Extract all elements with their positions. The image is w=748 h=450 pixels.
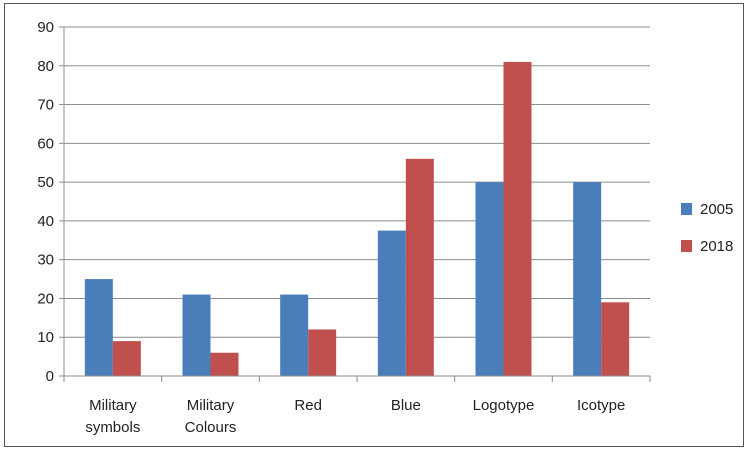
y-tick-label: 80 [37, 58, 54, 75]
bar-2018-military-colours [210, 352, 239, 376]
y-tick-label: 0 [46, 368, 54, 385]
bar-2018-military-symbols [112, 341, 141, 376]
chart-frame: 0 10 20 30 40 50 60 70 80 90 Military symbols Milit… [4, 3, 744, 447]
bar-2018-icotype [601, 302, 630, 376]
bars [84, 61, 630, 377]
y-tick-label: 10 [37, 329, 54, 346]
y-tick-label: 50 [37, 174, 54, 191]
category-label: Colours [185, 419, 237, 436]
y-tick-label: 60 [37, 135, 54, 152]
bar-2005-red [280, 294, 309, 376]
category-label: Logotype [473, 397, 535, 414]
bar-2018-red [308, 329, 337, 376]
bar-2005-blue [377, 230, 406, 376]
category-labels: Military symbols Military Colours Red Blue Log… [85, 397, 625, 436]
y-tick-label: 30 [37, 252, 54, 269]
y-tick-label: 40 [37, 213, 54, 230]
bar-2005-logotype [475, 182, 504, 376]
category-label: Military [89, 397, 137, 414]
legend-label-2018: 2018 [700, 238, 733, 255]
y-tick-label: 90 [37, 19, 54, 36]
category-label: Military [187, 397, 235, 414]
axes [59, 26, 651, 382]
category-label: Blue [391, 397, 421, 414]
legend-label-2005: 2005 [700, 201, 733, 218]
category-label: Icotype [577, 397, 625, 414]
y-tick-label: 70 [37, 97, 54, 114]
legend-swatch-2018 [681, 240, 692, 252]
legend-swatch-2005 [681, 203, 692, 215]
bar-2005-icotype [573, 182, 602, 376]
legend: 2005 2018 [681, 201, 733, 255]
bar-2005-military-symbols [84, 279, 113, 376]
gridlines [64, 26, 650, 338]
bar-2018-logotype [503, 61, 532, 377]
bar-2005-military-colours [182, 294, 211, 376]
category-label: Red [294, 397, 322, 414]
y-tick-labels: 0 10 20 30 40 50 60 70 80 90 [37, 19, 54, 385]
bar-2018-blue [405, 158, 434, 376]
y-tick-label: 20 [37, 290, 54, 307]
category-label: symbols [85, 419, 140, 436]
